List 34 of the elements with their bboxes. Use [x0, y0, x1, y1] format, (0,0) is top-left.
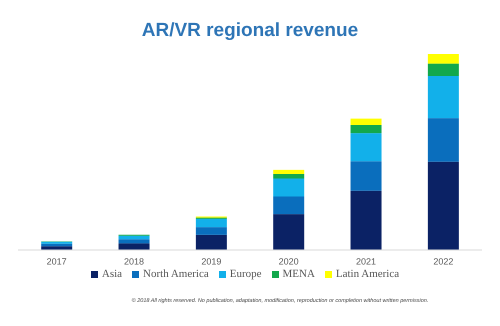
bar [196, 227, 227, 235]
bar [428, 54, 459, 64]
legend-label: MENA [282, 268, 315, 280]
bar [118, 239, 150, 244]
bar [273, 174, 304, 178]
bar [196, 234, 227, 250]
bar [196, 218, 227, 228]
bar [273, 170, 304, 174]
legend-label: Latin America [336, 268, 400, 280]
bar [428, 162, 459, 250]
legend-label: Europe [230, 268, 262, 280]
x-tick-label: 2022 [433, 256, 454, 266]
bar [350, 133, 382, 162]
x-tick-label: 2020 [278, 256, 299, 266]
chart-title: AR/VR regional revenue [140, 19, 360, 43]
legend-label: Asia [102, 268, 122, 280]
bar [273, 196, 304, 214]
x-tick-label: 2021 [356, 256, 376, 266]
bar [273, 178, 304, 196]
bar [118, 243, 150, 250]
bar [428, 76, 459, 118]
x-tick-label: 2019 [201, 256, 222, 266]
bar [350, 161, 382, 191]
legend-label: North America [143, 268, 209, 280]
x-tick-label: 2018 [124, 256, 144, 266]
x-tick-label: 2017 [46, 256, 67, 266]
bar [273, 214, 304, 250]
bar [41, 244, 72, 246]
bar [350, 190, 382, 250]
bar [428, 118, 459, 162]
bar [350, 124, 382, 134]
bar [428, 64, 459, 76]
bar [350, 118, 382, 125]
bar [118, 236, 150, 240]
